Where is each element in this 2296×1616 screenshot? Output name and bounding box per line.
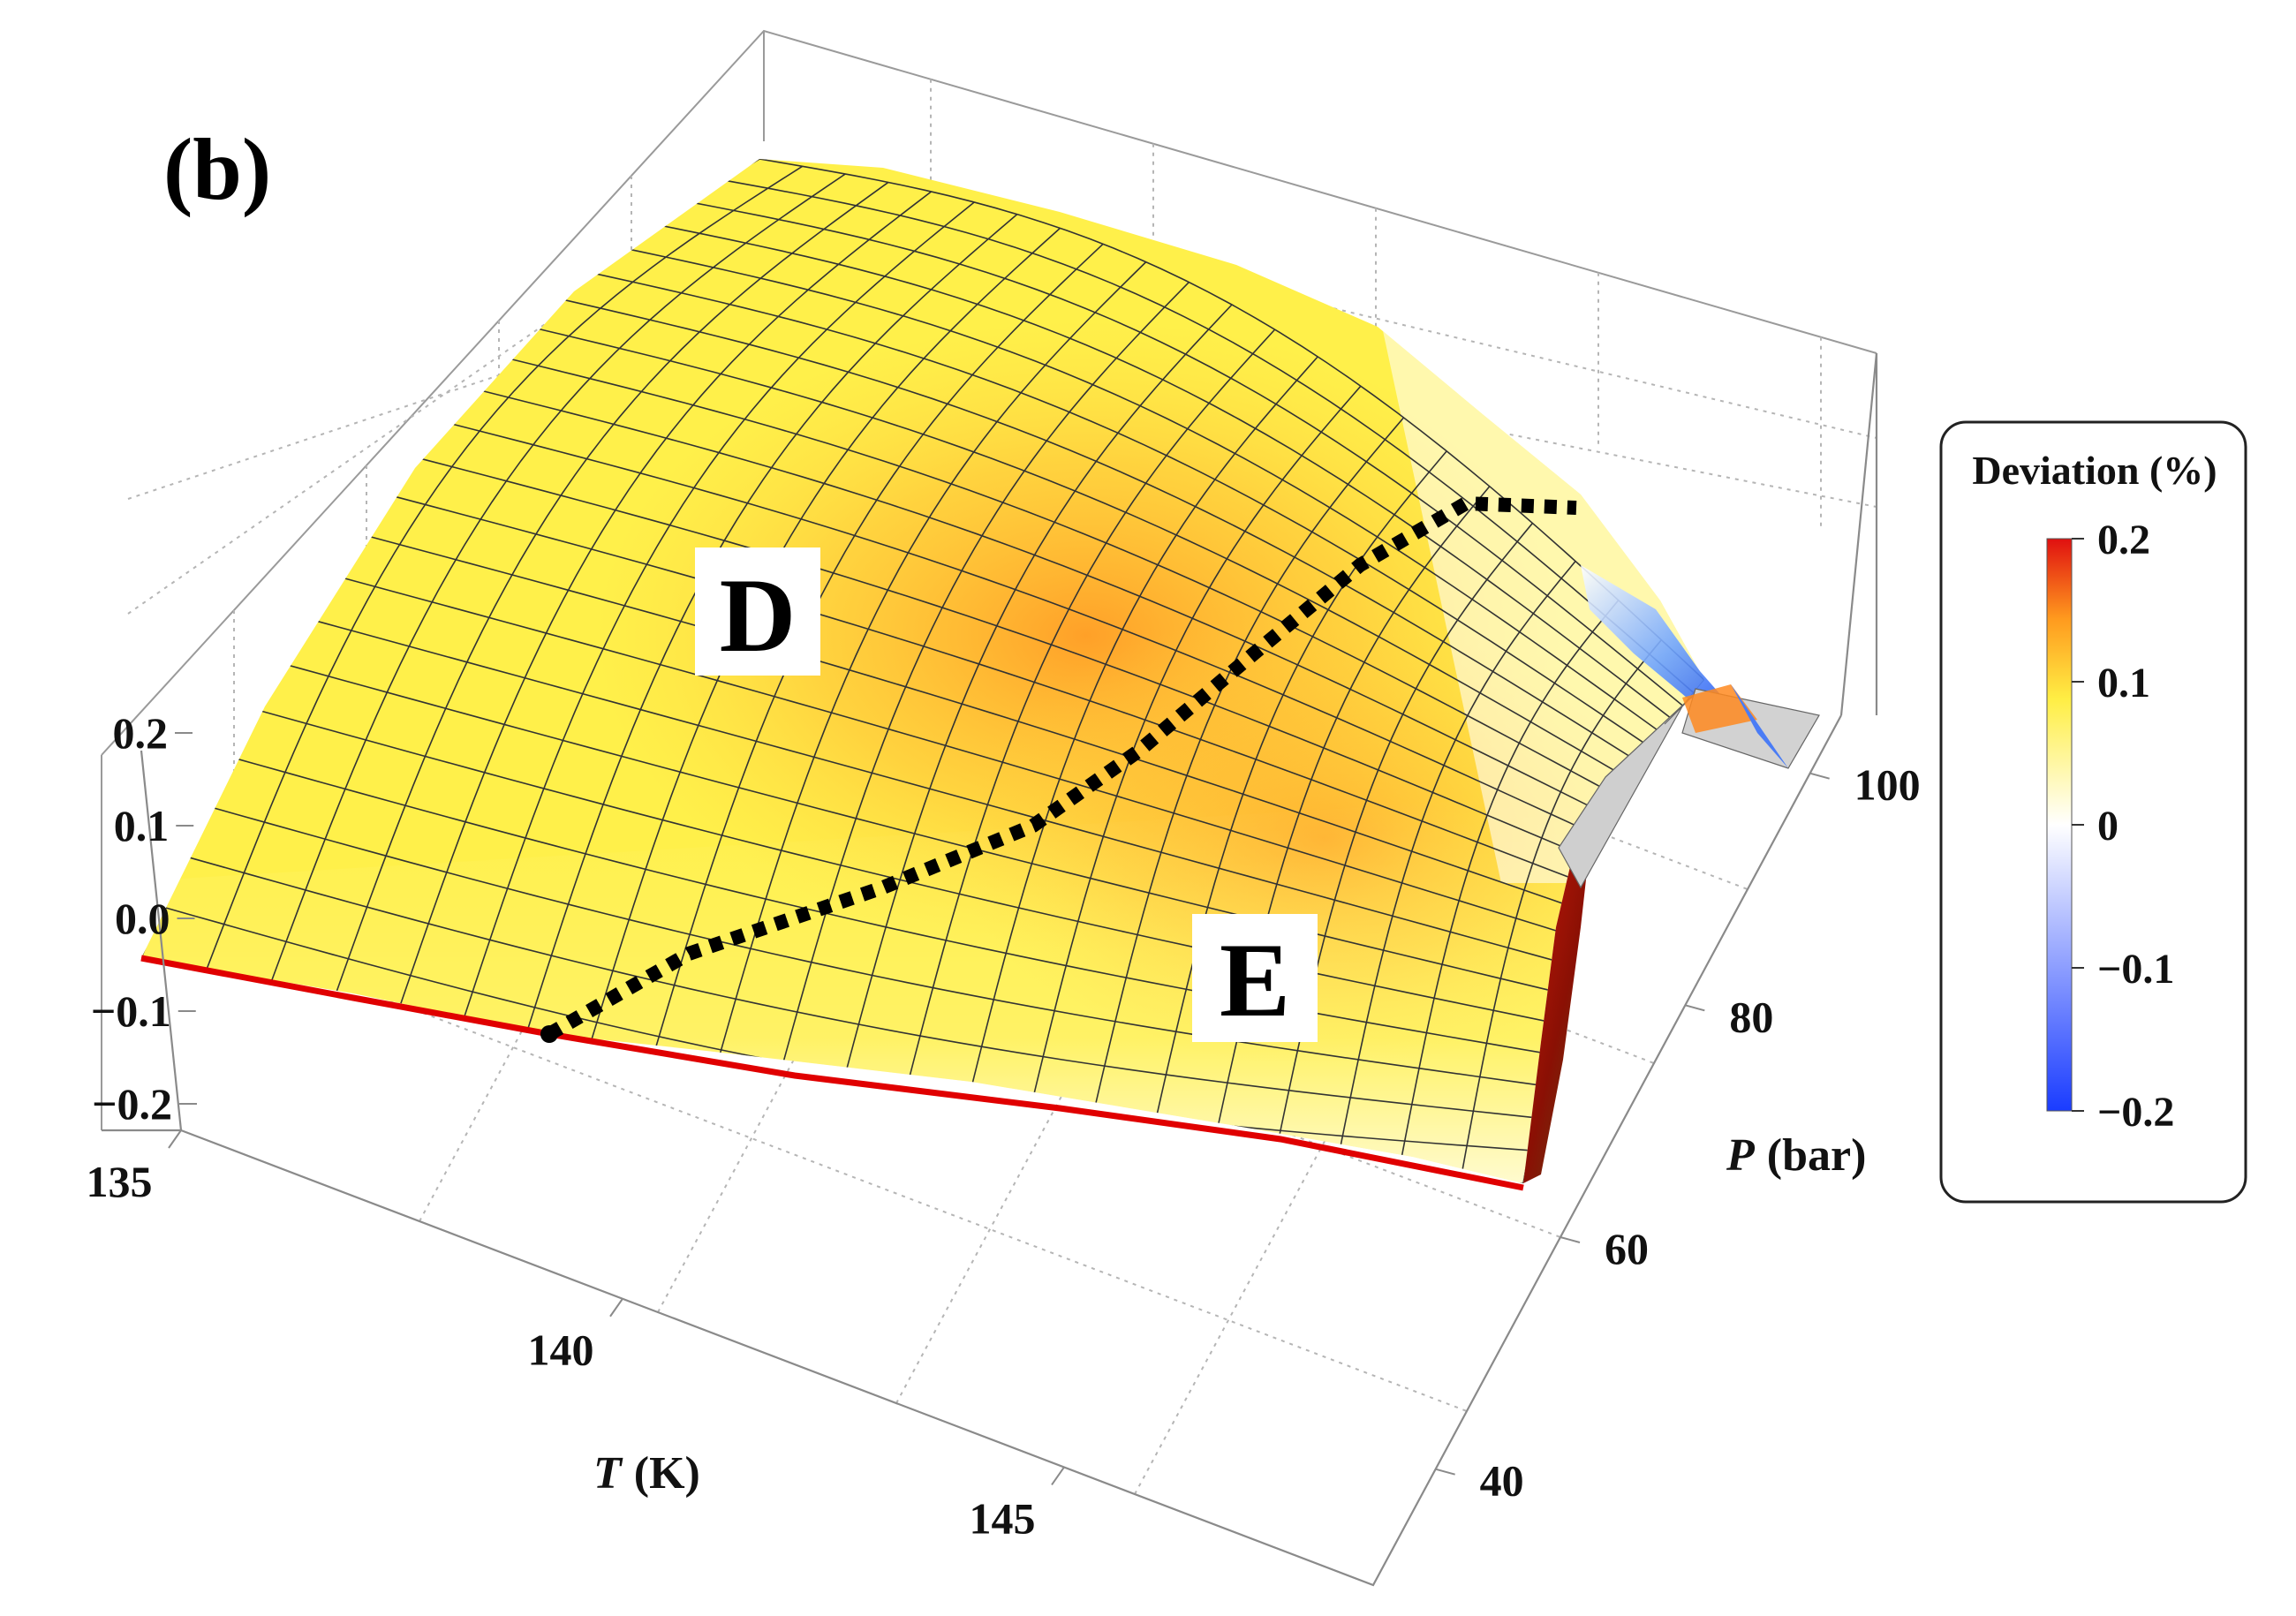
colorbar-legend: Deviation (%) 0.2 0.1 0 −0.1 −0.2	[1939, 420, 2247, 1204]
deviation-surface	[141, 159, 1820, 1183]
region-label-e-box: E	[1192, 914, 1318, 1042]
legend-tick-label: 0	[2097, 803, 2119, 850]
t-axis-title: T (K)	[593, 1448, 700, 1499]
p-axis-title: P (bar)	[1726, 1130, 1866, 1181]
bounding-box-back	[101, 29, 1877, 1130]
dotted-line-start-point	[540, 1025, 558, 1043]
p-tick-label: 40	[1480, 1456, 1524, 1506]
z-tick-label: 0.0	[115, 894, 170, 943]
panel-label: (b)	[163, 120, 271, 218]
region-label-d-box: D	[695, 547, 820, 676]
t-axis-ticks: 135 140 145	[87, 1129, 1065, 1543]
legend-frame	[1939, 420, 2247, 1204]
surface-blue-flap	[1731, 684, 1788, 768]
z-tick-label: −0.2	[92, 1079, 172, 1129]
z-axis-ticks: 0.2 0.1 0.0 −0.1 −0.2	[91, 708, 197, 1129]
p-tick-label: 100	[1854, 760, 1921, 810]
surface-right-edge	[1523, 777, 1616, 1183]
p-tick-label: 60	[1605, 1224, 1649, 1273]
legend-tick-label: 0.1	[2097, 660, 2150, 706]
z-tick-label: 0.2	[113, 708, 169, 758]
region-label-e: E	[1220, 921, 1290, 1038]
surface-blue-region	[1581, 565, 1731, 706]
region-label-d: D	[720, 556, 797, 674]
p-tick-label: 80	[1729, 992, 1773, 1041]
red-boundary-line	[140, 955, 1524, 1191]
t-tick-label: 135	[87, 1157, 153, 1206]
z-tick-label: 0.1	[114, 801, 170, 850]
legend-title: Deviation (%)	[1972, 448, 2217, 493]
legend-tick-label: 0.2	[2097, 517, 2150, 563]
legend-tick-label: −0.1	[2097, 946, 2174, 993]
t-tick-label: 140	[528, 1325, 594, 1375]
legend-tick-label: −0.2	[2097, 1089, 2174, 1136]
surface-right-fade	[1369, 265, 1704, 883]
t-tick-label: 145	[970, 1493, 1036, 1543]
p-axis-ticks: 40 60 80 100	[1435, 760, 1921, 1506]
z-tick-label: −0.1	[91, 986, 171, 1036]
colorbar	[2046, 538, 2073, 1112]
legend-ticks: 0.2 0.1 0 −0.1 −0.2	[2072, 517, 2174, 1136]
